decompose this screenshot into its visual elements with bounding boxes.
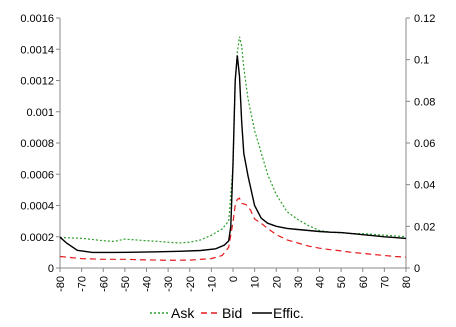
x-tick-label: 70: [379, 276, 391, 288]
x-tick-label: -60: [98, 276, 110, 292]
y-left-tick-label: 0.0016: [20, 13, 54, 25]
y-left-tick-label: 0.0014: [20, 44, 54, 56]
y-right-tick-label: 0.08: [414, 96, 435, 108]
x-tick-label: 40: [315, 276, 327, 288]
x-tick-label: 20: [271, 276, 283, 288]
series-line-effic: [59, 55, 407, 254]
legend-label: Ask: [171, 305, 195, 321]
x-tick-label: 30: [293, 276, 305, 288]
x-tick-label: -70: [77, 276, 89, 292]
x-tick-label: 80: [401, 276, 413, 288]
y-right-tick-label: 0.12: [414, 13, 435, 25]
y-left-tick-label: 0.0004: [20, 201, 54, 213]
y-left-tick-label: 0.001: [26, 107, 54, 119]
x-tick-label: 60: [358, 276, 370, 288]
x-tick-label: -50: [120, 276, 132, 292]
tick-labels: 0 0.0002 0.0004 0.0006 0.0008 0.001 0.0012 0.00…: [20, 13, 435, 292]
legend: Ask Bid Effic.: [150, 305, 304, 321]
axes: [56, 17, 410, 272]
series-lines: [59, 36, 407, 261]
y-left-tick-label: 0.0006: [20, 169, 54, 181]
x-tick-label: 0: [228, 276, 240, 282]
y-right-tick-label: 0.02: [414, 221, 435, 233]
y-right-tick-label: 0.06: [414, 138, 435, 150]
y-right-tick-label: 0.1: [414, 55, 429, 67]
x-tick-label: -20: [185, 276, 197, 292]
y-left-tick-label: 0.0012: [20, 76, 54, 88]
legend-label: Effic.: [273, 305, 304, 321]
y-right-tick-label: 0.04: [414, 180, 435, 192]
x-tick-label: 50: [336, 276, 348, 288]
series-line-bid: [59, 197, 407, 261]
x-tick-label: -80: [55, 276, 67, 292]
y-right-tick-label: 0: [414, 263, 420, 275]
legend-label: Bid: [222, 305, 242, 321]
x-tick-label: 10: [250, 276, 262, 288]
x-tick-label: -30: [163, 276, 175, 292]
y-left-tick-label: 0.0008: [20, 138, 54, 150]
y-left-tick-label: 0: [48, 263, 54, 275]
y-left-tick-label: 0.0002: [20, 232, 54, 244]
x-tick-label: -10: [206, 276, 218, 292]
x-tick-label: -40: [142, 276, 154, 292]
